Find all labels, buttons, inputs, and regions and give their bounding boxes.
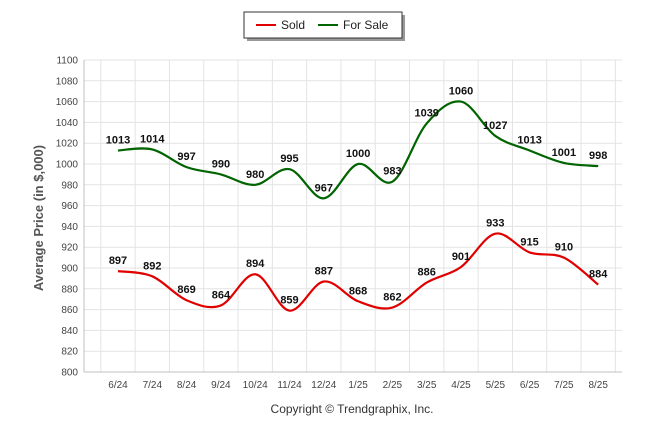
data-label: 1060 xyxy=(449,86,473,98)
data-label: 859 xyxy=(280,295,298,307)
x-tick-label: 6/24 xyxy=(108,380,128,391)
y-tick-label: 920 xyxy=(61,243,78,254)
x-tick-label: 11/24 xyxy=(277,380,302,391)
y-tick-label: 1100 xyxy=(56,56,78,67)
y-tick-label: 1020 xyxy=(56,139,79,150)
x-tick-label: 8/25 xyxy=(588,380,608,391)
data-label: 910 xyxy=(555,242,573,254)
data-label: 967 xyxy=(315,182,333,194)
data-label: 862 xyxy=(383,292,401,304)
series xyxy=(117,100,599,312)
data-label: 1013 xyxy=(106,134,130,146)
y-tick-label: 820 xyxy=(61,347,78,358)
data-labels: 897 892 869 864 894 859 887 868 862 886 901 933 915 9… xyxy=(106,86,608,307)
data-label: 1013 xyxy=(517,134,541,146)
data-label: 869 xyxy=(177,284,195,296)
y-tick-label: 1000 xyxy=(56,160,79,171)
data-label: 1000 xyxy=(346,148,370,160)
data-label: 998 xyxy=(589,150,607,162)
x-tick-label: 5/25 xyxy=(486,380,506,391)
data-label: 901 xyxy=(452,251,470,263)
data-label: 894 xyxy=(246,258,265,270)
x-tick-label: 7/25 xyxy=(554,380,574,391)
y-tick-label: 1080 xyxy=(56,76,79,87)
data-label: 1039 xyxy=(414,107,438,119)
data-label: 1001 xyxy=(552,147,576,159)
data-label: 990 xyxy=(212,158,230,170)
y-tick-label: 980 xyxy=(61,180,78,191)
data-label: 887 xyxy=(315,266,333,278)
data-label: 997 xyxy=(177,151,195,163)
gridlines xyxy=(84,59,622,373)
copyright-text: Copyright © Trendgraphix, Inc. xyxy=(271,402,434,416)
series-line-for-sale xyxy=(117,100,599,200)
data-label: 864 xyxy=(212,289,231,301)
data-label: 884 xyxy=(589,269,608,281)
x-tick-label: 2/25 xyxy=(383,380,403,391)
y-tick-label: 1040 xyxy=(56,118,79,129)
y-tick-label: 940 xyxy=(61,222,78,233)
data-label: 980 xyxy=(246,169,264,181)
legend-sold-label: Sold xyxy=(281,18,305,32)
y-tick-label: 900 xyxy=(61,264,78,275)
series-line-sold xyxy=(117,232,599,312)
data-label: 983 xyxy=(383,166,401,178)
y-tick-label: 880 xyxy=(61,284,78,295)
data-label: 1014 xyxy=(140,133,165,145)
data-label: 995 xyxy=(280,153,298,165)
y-tick-label: 840 xyxy=(61,326,78,337)
axes: 800 820 840 860 880 900 920 940 960 980 1000 1020 10… xyxy=(56,56,622,391)
y-tick-label: 960 xyxy=(61,201,78,212)
x-tick-label: 4/25 xyxy=(451,380,471,391)
x-tick-label: 3/25 xyxy=(417,380,437,391)
data-label: 897 xyxy=(109,255,127,267)
y-tick-label: 1060 xyxy=(56,97,79,108)
y-tick-label: 860 xyxy=(61,305,78,316)
y-tick-label: 800 xyxy=(61,368,78,379)
y-axis-label: Average Price (in $,000) xyxy=(31,145,46,291)
legend: Sold For Sale xyxy=(243,11,405,41)
x-tick-label: 1/25 xyxy=(348,380,368,391)
data-label: 1027 xyxy=(483,120,507,132)
x-tick-label: 7/24 xyxy=(143,380,163,391)
x-tick-label: 8/24 xyxy=(177,380,197,391)
x-tick-label: 6/25 xyxy=(520,380,540,391)
data-label: 886 xyxy=(418,267,436,279)
x-tick-label: 9/24 xyxy=(211,380,231,391)
x-tick-label: 12/24 xyxy=(311,380,336,391)
x-tick-label: 10/24 xyxy=(243,380,268,391)
data-label: 933 xyxy=(486,218,504,230)
data-label: 892 xyxy=(143,260,161,272)
legend-for-sale-label: For Sale xyxy=(343,18,389,32)
data-label: 868 xyxy=(349,285,367,297)
data-label: 915 xyxy=(520,236,538,248)
